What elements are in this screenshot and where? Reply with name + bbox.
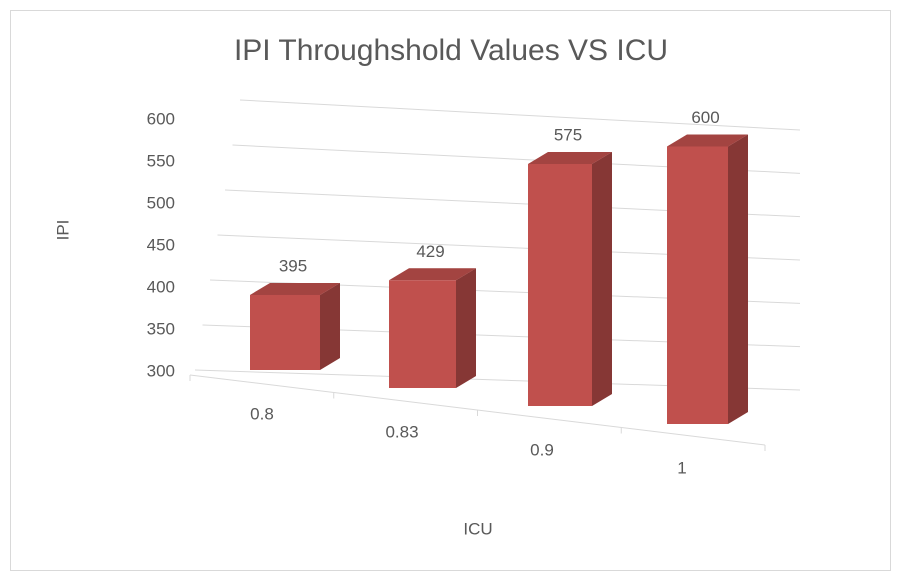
bar-side-shade <box>728 134 748 424</box>
y-tick-label: 550 <box>147 151 175 170</box>
x-tick-label: 1 <box>677 458 686 477</box>
bar-top <box>389 268 476 281</box>
y-tick-label: 350 <box>147 319 175 338</box>
data-label: 575 <box>554 125 582 144</box>
bar <box>389 280 456 388</box>
x-axis-title: ICU <box>463 519 492 538</box>
bar-side-shade <box>592 152 612 406</box>
bar-side <box>592 152 612 406</box>
bar-top-shade <box>389 268 476 281</box>
y-tick-label: 300 <box>147 361 175 380</box>
y-tick-label: 400 <box>147 277 175 296</box>
bar-top <box>667 134 748 147</box>
x-tick-label: 0.83 <box>385 422 418 441</box>
bar-top <box>528 152 612 164</box>
bar-side <box>728 134 748 424</box>
bar-top-shade <box>250 282 340 295</box>
bar-top-shade <box>667 134 748 147</box>
x-tick-label: 0.9 <box>530 440 554 459</box>
bar <box>528 164 592 406</box>
data-label: 600 <box>691 108 719 127</box>
plot-area: 300 350 400 450 500 550 600 0.8 395 0.83 429 0.9 575… <box>147 99 801 477</box>
bar-top <box>250 282 340 295</box>
y-tick-label: 600 <box>147 109 175 128</box>
data-label: 429 <box>416 242 444 261</box>
data-label: 395 <box>279 256 307 275</box>
chart-title: IPI Throughshold Values VS ICU <box>234 34 668 67</box>
bar <box>667 146 728 424</box>
bar-side-shade <box>456 268 476 388</box>
bar-side <box>320 282 340 370</box>
y-tick-label: 450 <box>147 235 175 254</box>
y-tick-label: 500 <box>147 193 175 212</box>
bar-side <box>456 268 476 388</box>
bar-side-shade <box>320 282 340 370</box>
bar-top-shade <box>528 152 612 164</box>
x-tick-label: 0.8 <box>250 404 274 423</box>
y-axis-title: IPI <box>53 220 72 241</box>
bar <box>250 294 320 370</box>
grid-line <box>239 99 801 131</box>
